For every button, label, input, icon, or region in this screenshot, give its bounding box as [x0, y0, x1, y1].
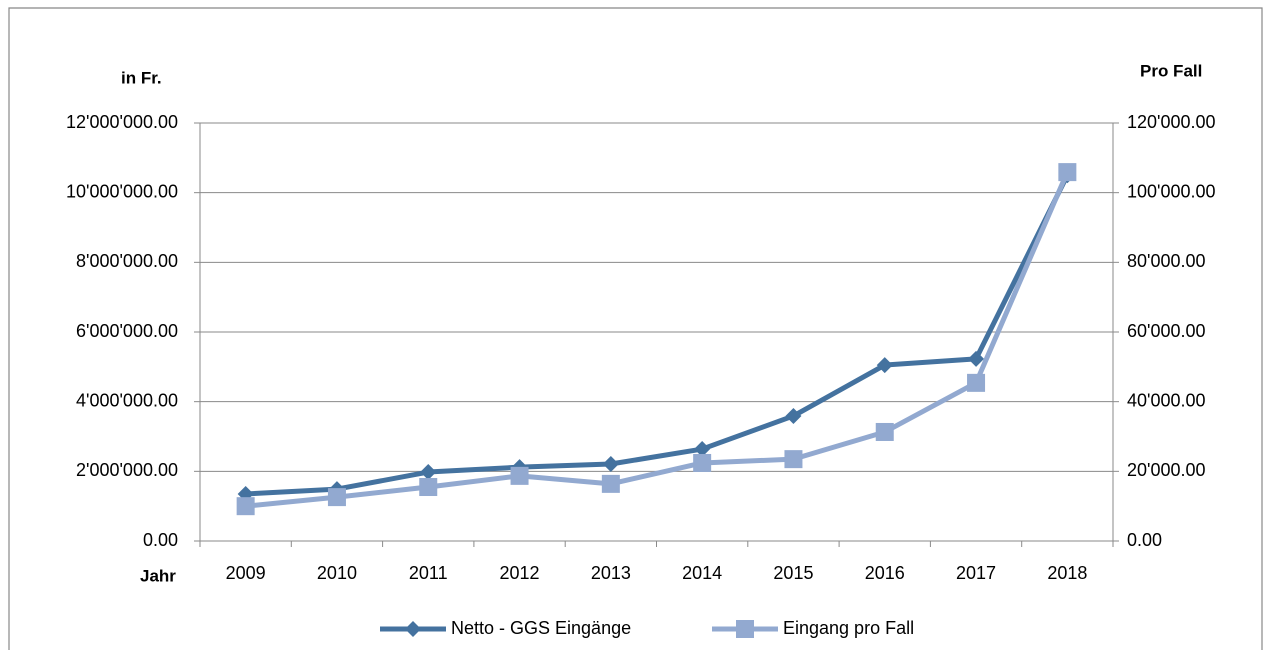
y-tick-label: 10'000'000.00 [66, 181, 178, 201]
data-point [967, 373, 986, 392]
x-tick-label: 2014 [682, 563, 722, 583]
y-tick-label: 8'000'000.00 [76, 251, 178, 271]
y-tick-label: 6'000'000.00 [76, 321, 178, 341]
y-tick-label: 2'000'000.00 [76, 460, 178, 480]
data-point [693, 453, 712, 472]
x-tick-label: 2016 [865, 563, 905, 583]
legend-marker [405, 621, 421, 637]
y2-tick-label: 20'000.00 [1127, 460, 1206, 480]
x-tick-label: 2018 [1047, 563, 1087, 583]
y2-tick-label: 120'000.00 [1127, 112, 1216, 132]
y-tick-label: 12'000'000.00 [66, 112, 178, 132]
y2-tick-label: 0.00 [1127, 530, 1162, 550]
y2-tick-label: 100'000.00 [1127, 181, 1216, 201]
legend-marker [736, 620, 754, 638]
data-point [510, 466, 529, 485]
data-point [694, 441, 711, 458]
chart-frame [8, 7, 1263, 650]
data-point [601, 474, 620, 493]
data-point [420, 464, 437, 481]
x-axis-title: Jahr [140, 566, 176, 585]
y-tick-label: 0.00 [143, 530, 178, 550]
y-tick-label: 4'000'000.00 [76, 390, 178, 410]
data-point [236, 497, 255, 516]
x-tick-label: 2011 [409, 563, 448, 583]
y-axis-title: in Fr. [121, 68, 162, 87]
y2-axis-title: Pro Fall [1140, 61, 1202, 80]
series-line [245, 171, 1070, 509]
x-tick-label: 2017 [956, 563, 996, 583]
x-tick-label: 2015 [773, 563, 813, 583]
x-tick-label: 2009 [226, 563, 266, 583]
data-point [784, 450, 803, 469]
data-point [419, 478, 438, 497]
y2-tick-label: 80'000.00 [1127, 251, 1206, 271]
x-tick-label: 2012 [500, 563, 540, 583]
x-tick-label: 2010 [317, 563, 357, 583]
y2-tick-label: 60'000.00 [1127, 321, 1206, 341]
legend-label: Eingang pro Fall [783, 618, 914, 638]
data-point [327, 488, 346, 507]
data-point [785, 407, 802, 424]
data-point [1058, 163, 1077, 182]
y2-tick-label: 40'000.00 [1127, 390, 1206, 410]
x-tick-label: 2013 [591, 563, 631, 583]
data-point [968, 350, 985, 367]
data-point [602, 456, 619, 473]
data-point [876, 357, 893, 374]
data-point [875, 422, 894, 441]
series-line [245, 174, 1070, 497]
legend-label: Netto - GGS Eingänge [451, 618, 631, 638]
